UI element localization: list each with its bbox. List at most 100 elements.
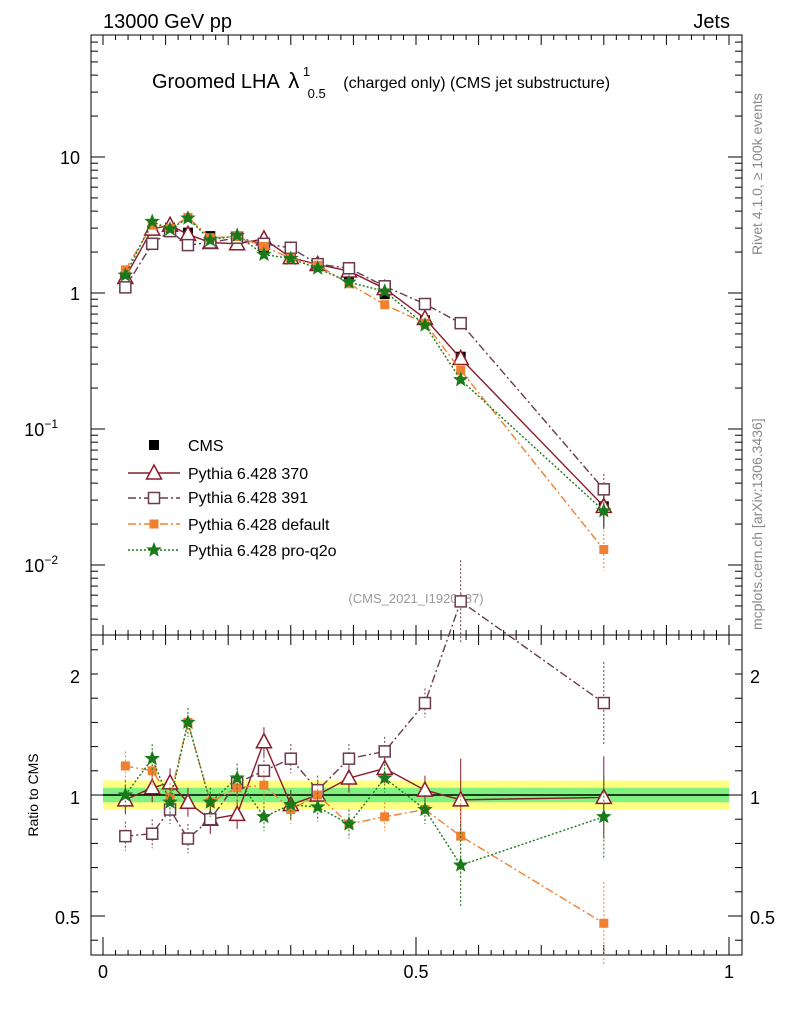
header-left: 13000 GeV pp [103,11,232,33]
ratio-point-p391 [342,752,356,765]
ratio-ytick-0.5-right: 0.5 [750,908,775,928]
ratio-point-pq2o [117,786,134,802]
data-point-p370 [451,348,470,366]
ratio-point-pdefault [599,918,609,928]
ratio-line-p391 [125,600,605,840]
ratio-point-p391 [284,752,298,765]
ratio-point-pq2o [452,857,469,872]
axis-ticks [91,35,742,955]
data-point-pdefault [599,545,609,555]
ytick-label-0.01: 10−2 [24,553,58,576]
ratio-point-pq2o [341,815,357,831]
ratio-ytick-1-right: 1 [750,788,760,808]
series-line-p370 [124,224,605,507]
ratio-point-pq2o [596,808,612,824]
main-plot-area [116,210,613,571]
ratio-point-p391 [181,832,195,845]
legend-label-370: Pythia 6.428 370 [188,466,308,483]
data-point-p391 [119,281,132,294]
ratio-point-pq2o [376,770,393,785]
ratio-point-pq2o [162,794,178,809]
ratio-point-p370 [255,732,273,749]
title-rest: (charged only) (CMS jet substructure) [343,75,610,92]
data-point-pdefault [456,365,466,375]
ratio-line-pdefault [125,719,605,924]
title-lambda: λ [288,68,299,93]
ratio-point-pq2o [229,769,245,785]
legend-markers [128,440,180,557]
ratio-ytick-2-right: 2 [750,667,760,687]
header-right: Jets [693,11,730,33]
ratio-point-p370 [451,790,470,807]
data-point-pq2o [283,250,299,266]
ratio-point-pq2o [309,798,326,814]
ratio-point-pdefault [259,780,269,790]
ratio-ytick-1: 1 [70,788,80,808]
ratio-point-p391 [119,829,132,843]
legend-label-default: Pythia 6.428 default [188,517,330,534]
data-point-pq2o [144,213,160,229]
ratio-point-p370 [228,804,246,822]
data-point-p391 [342,262,356,275]
ratio-point-pdefault [120,761,130,771]
data-point-p391 [597,483,611,496]
ratio-point-pq2o [202,794,219,809]
analysis-id: (CMS_2021_I1920187) [348,591,483,606]
title-sub: 0.5 [308,86,326,101]
ratio-point-p391 [204,812,217,826]
ytick-label-10: 10 [60,148,80,168]
ratio-ylabel: Ratio to CMS [25,753,41,836]
ratio-point-p370 [143,778,161,795]
series-pq2o [117,210,612,532]
ratio-point-p370 [179,792,197,810]
data-point-pq2o [309,260,326,275]
ratio-point-pq2o [283,796,299,812]
ratio-point-pdefault [313,790,323,800]
data-point-p391 [145,237,159,251]
legend-marker-p391 [147,491,161,505]
data-point-pdefault [147,220,157,230]
ratio-point-p391 [145,827,159,840]
data-point-p391 [454,316,467,330]
data-point-p370 [179,224,197,242]
xtick-0.5: 0.5 [403,962,428,982]
ratio-point-p391 [378,745,391,758]
ratio-point-pdefault [286,805,296,815]
ratio-ytick-2: 2 [70,667,80,687]
ratio-point-p370 [340,768,358,785]
ratio-point-p391 [454,595,467,608]
ratio-ytick-0.5: 0.5 [55,908,80,928]
legend-marker-pq2o [146,541,162,557]
mcplots-label: mcplots.cern.ch [arXiv:1306.3436] [749,418,765,630]
data-point-p391 [181,238,195,252]
data-point-pq2o [417,317,433,332]
data-point-pq2o [341,274,357,289]
title-main: Groomed LHA [152,71,280,93]
data-point-p391 [418,297,432,311]
data-point-pdefault [380,300,390,310]
data-point-pq2o [376,283,393,298]
legend-label-q2o: Pythia 6.428 pro-q2o [188,543,337,560]
ratio-point-pdefault [147,766,157,776]
legend-marker-p370 [145,463,163,480]
ratio-point-p391 [418,696,432,710]
series-line-pdefault [124,216,605,550]
ratio-point-pdefault [380,812,390,822]
ytick-label-1: 1 [70,284,80,304]
ratio-plot-area [116,560,613,965]
legend-marker-CMS [149,440,159,450]
data-point-pq2o [229,227,245,243]
xtick-1: 1 [724,962,734,982]
ratio-series-pq2o [117,707,612,907]
ratio-point-pq2o [256,808,272,824]
legend: CMS Pythia 6.428 370 Pythia 6.428 391 Py… [188,438,337,560]
data-point-pq2o [256,246,272,261]
ratio-line-pq2o [124,722,605,867]
ratio-point-pq2o [180,714,196,730]
xtick-0: 0 [98,962,108,982]
ratio-point-p391 [597,696,611,710]
series-line-pq2o [124,217,605,512]
main-title: Groomed LHA λ 1 0.5 (charged only) (CMS … [152,59,610,103]
data-point-pq2o [180,210,196,225]
data-point-pq2o [162,220,178,236]
